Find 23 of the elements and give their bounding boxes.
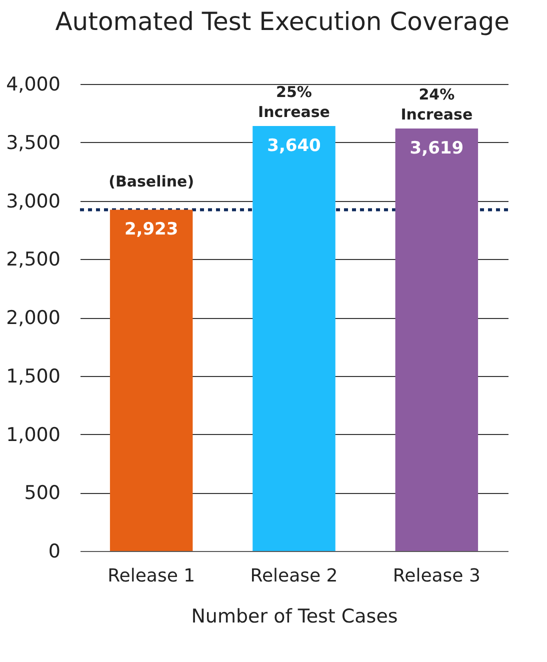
y-tick-label: 0 [48, 540, 60, 562]
y-tick-label: 4,000 [6, 74, 60, 96]
ref-line-label: (Baseline) [108, 172, 194, 191]
data-label: 3,619 [410, 138, 464, 158]
data-label: 2,923 [124, 220, 178, 240]
y-tick-label: 1,000 [6, 424, 60, 446]
y-tick-label: 500 [24, 482, 60, 504]
y-tick-label: 3,500 [6, 132, 60, 154]
bar [395, 128, 478, 551]
y-tick-label: 3,000 [6, 190, 60, 212]
x-tick-label: Release 2 [250, 566, 338, 586]
annotation: 24% Increase [400, 85, 473, 124]
x-axis-title: Number of Test Cases [191, 606, 398, 628]
data-label: 3,640 [267, 136, 322, 156]
bar [252, 126, 336, 551]
y-tick-label: 1,500 [6, 365, 60, 388]
y-tick-label: 2,000 [6, 307, 60, 329]
chart-title: Automated Test Execution Coverage [55, 7, 510, 36]
bar [110, 210, 193, 551]
x-tick-label: Release 3 [392, 566, 480, 586]
annotation: 25% Increase [258, 83, 330, 122]
x-tick-label: Release 1 [108, 566, 196, 586]
y-tick-label: 2,500 [6, 248, 60, 271]
